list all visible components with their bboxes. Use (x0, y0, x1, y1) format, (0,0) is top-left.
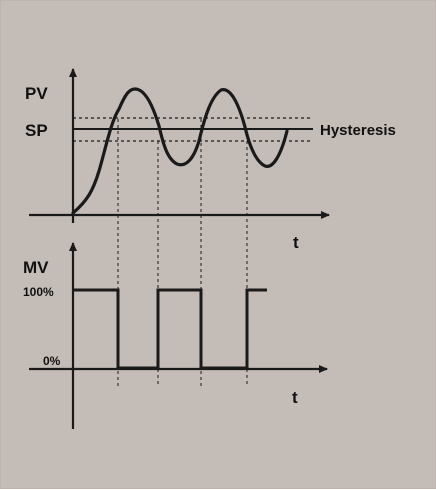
bottom-time-label: t (292, 388, 298, 407)
pv-label: PV (25, 84, 48, 103)
mv-signal (73, 288, 267, 370)
sp-label: SP (25, 121, 48, 140)
hysteresis-label: Hysteresis (320, 122, 396, 139)
pv-curve (71, 87, 289, 215)
mv-label: MV (23, 258, 49, 277)
mv-0-label: 0% (43, 354, 61, 368)
top-time-label: t (293, 233, 299, 252)
mv-100-label: 100% (23, 285, 54, 299)
